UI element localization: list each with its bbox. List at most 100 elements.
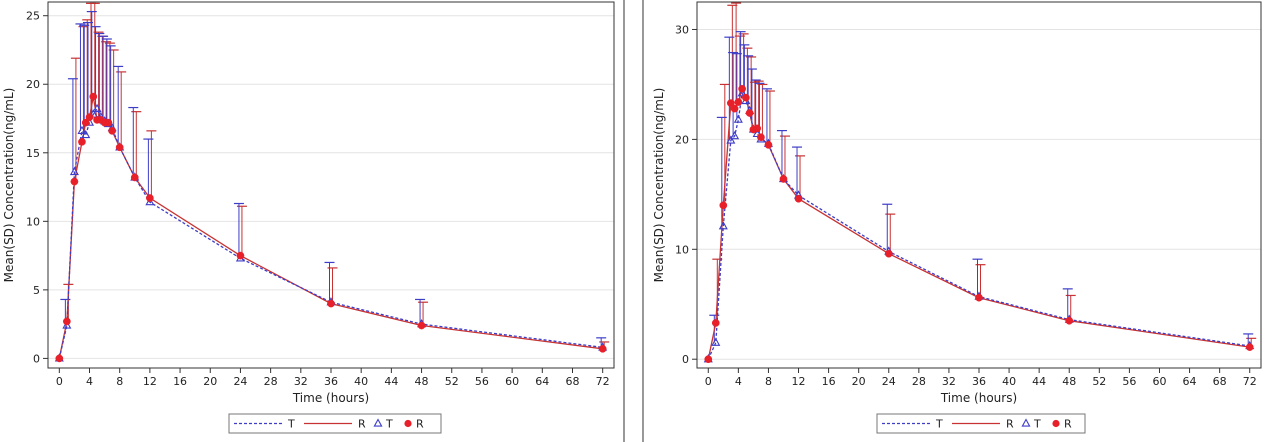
data-point-T (730, 130, 740, 140)
y-tick-label: 30 (675, 23, 689, 36)
data-point-T (718, 221, 728, 230)
x-tick-label: 52 (445, 375, 459, 388)
x-tick-label: 44 (1032, 375, 1046, 388)
legend-label: T (1033, 418, 1041, 431)
data-point-R (764, 141, 773, 149)
data-point-R (738, 84, 746, 93)
x-tick-label: 28 (264, 375, 278, 388)
data-point-R (70, 177, 79, 186)
data-point-R (975, 293, 983, 302)
x-tick-label: 52 (1092, 375, 1106, 388)
legend-label: T (385, 418, 393, 431)
x-tick-label: 56 (475, 375, 489, 388)
x-tick-label: 48 (1062, 375, 1076, 388)
data-point-R (745, 109, 754, 117)
x-tick-label: 0 (56, 375, 63, 388)
legend-label: T (935, 418, 943, 431)
data-point-R (753, 124, 762, 133)
data-point-R (81, 118, 90, 127)
series-line-R (707, 86, 1250, 360)
data-point-R (78, 137, 86, 146)
x-tick-label: 32 (942, 375, 956, 388)
x-tick-label: 40 (354, 375, 368, 388)
x-tick-label: 8 (116, 375, 123, 388)
data-point-R (417, 321, 426, 330)
x-tick-label: 12 (792, 375, 806, 388)
series-line-T (707, 91, 1250, 360)
y-tick-label: 10 (26, 215, 40, 228)
data-point-R (115, 143, 124, 152)
data-point-R (704, 355, 713, 364)
y-tick-label: 20 (675, 133, 689, 146)
x-tick-label: 68 (565, 375, 579, 388)
x-tick-label: 60 (1152, 375, 1166, 388)
data-point-R (327, 299, 335, 308)
legend-marker-T (1021, 418, 1031, 427)
x-tick-label: 20 (852, 375, 866, 388)
series-line-T (58, 107, 603, 359)
legend-label: R (1006, 418, 1014, 431)
data-point-R (1065, 316, 1074, 325)
x-tick-label: 40 (1002, 375, 1016, 388)
legend-marker-T (373, 418, 383, 427)
x-tick-label: 44 (384, 375, 398, 388)
x-tick-label: 72 (1243, 375, 1257, 388)
data-point-T (733, 114, 743, 123)
x-tick-label: 72 (596, 375, 610, 388)
data-point-T (62, 320, 72, 329)
data-point-T (145, 196, 155, 206)
data-point-R (734, 98, 743, 106)
x-tick-label: 32 (294, 375, 308, 388)
data-point-T (81, 129, 91, 139)
x-tick-label: 0 (705, 375, 712, 388)
x-axis-label: Time (hours) (940, 391, 1017, 405)
data-point-R (85, 113, 94, 121)
data-point-R (742, 93, 750, 102)
data-point-R (146, 194, 154, 202)
x-tick-label: 60 (505, 375, 519, 388)
data-point-R (598, 344, 607, 353)
x-tick-label: 68 (1213, 375, 1227, 388)
y-tick-label: 10 (675, 243, 689, 256)
x-tick-label: 56 (1122, 375, 1136, 388)
data-point-T (711, 337, 721, 346)
legend-marker-R (1052, 419, 1060, 428)
data-point-R (130, 173, 139, 182)
plot-frame (47, 1, 615, 369)
x-tick-label: 8 (765, 375, 772, 388)
data-point-R (794, 194, 803, 203)
data-point-R (1245, 343, 1254, 351)
data-point-R (711, 319, 720, 327)
data-point-R (726, 99, 735, 107)
x-tick-label: 16 (173, 375, 187, 388)
x-tick-label: 36 (324, 375, 338, 388)
plot-frame (696, 1, 1262, 369)
data-point-R (779, 175, 788, 183)
data-point-T (737, 88, 747, 97)
x-tick-label: 12 (143, 375, 157, 388)
x-tick-label: 64 (535, 375, 549, 388)
y-tick-label: 25 (26, 10, 40, 23)
data-point-R (719, 201, 728, 210)
data-point-T (92, 103, 102, 113)
x-tick-label: 28 (912, 375, 926, 388)
x-tick-label: 24 (233, 375, 247, 388)
series-line-R (58, 96, 603, 359)
x-tick-label: 4 (86, 375, 93, 388)
data-point-R (236, 251, 245, 260)
data-point-R (89, 92, 98, 101)
data-point-T (726, 135, 736, 144)
data-point-R (884, 249, 893, 258)
x-tick-label: 64 (1183, 375, 1197, 388)
data-point-R (55, 354, 64, 363)
x-tick-label: 48 (415, 375, 429, 388)
legend-label: R (1064, 418, 1072, 431)
y-tick-label: 0 (33, 352, 40, 365)
data-point-R (104, 118, 113, 127)
data-point-T (77, 125, 87, 135)
x-axis-label: Time (hours) (292, 391, 369, 405)
